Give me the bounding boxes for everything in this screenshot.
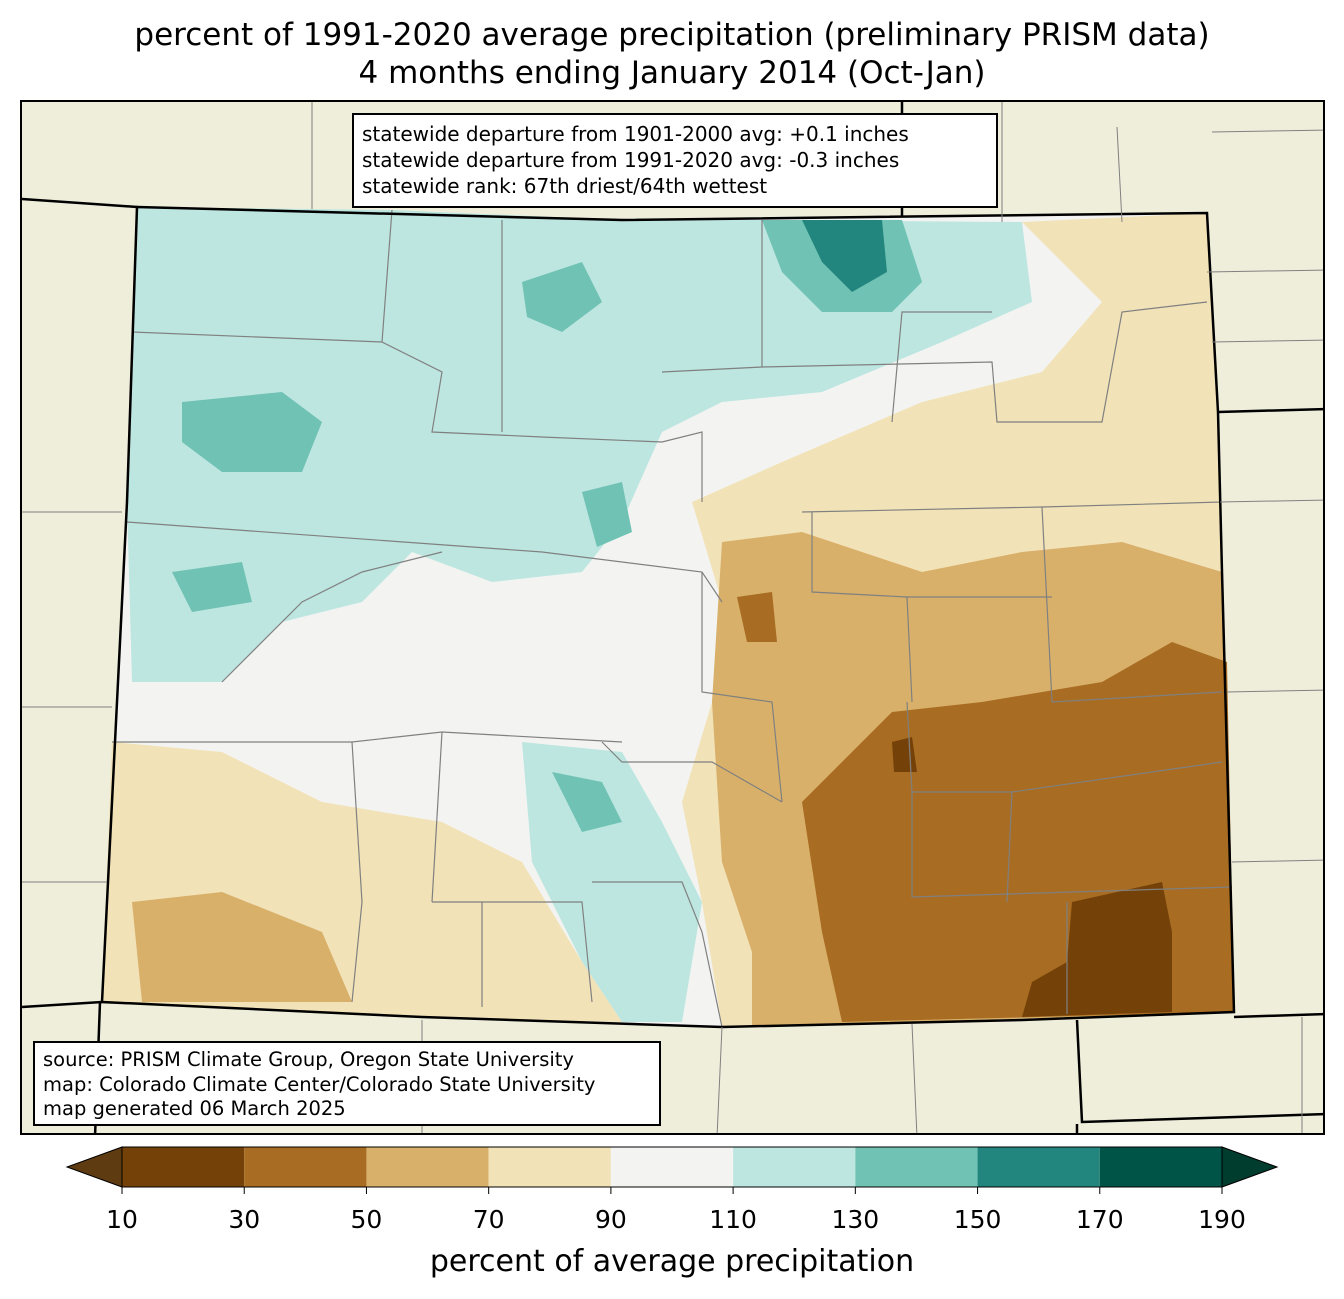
colorbar-segment-150-170 <box>977 1147 1100 1187</box>
colorbar-segment-70-90 <box>488 1147 611 1187</box>
stats-line-1901-2000: statewide departure from 1901-2000 avg: … <box>362 122 909 146</box>
source-line-prism: source: PRISM Climate Group, Oregon Stat… <box>43 1048 574 1071</box>
colorbar-segment-30-50 <box>244 1147 367 1187</box>
wet-patch-nw-2 <box>522 262 602 332</box>
map-canvas <box>22 102 1323 1133</box>
southeast-driest-core <box>1022 882 1172 1017</box>
wet-patch-nw-1 <box>182 392 322 472</box>
colorbar-tick-label: 190 <box>1198 1205 1246 1234</box>
nw-wet-region <box>127 207 1032 682</box>
colorbar-segment-90-110 <box>610 1147 734 1187</box>
colorbar-tick-label: 130 <box>831 1205 880 1234</box>
statewide-stats-box: statewide departure from 1901-2000 avg: … <box>352 113 998 208</box>
colorbar-outline <box>121 1146 1223 1188</box>
source-box: source: PRISM Climate Group, Oregon Stat… <box>33 1041 661 1126</box>
colorbar-tick-label: 90 <box>594 1205 627 1234</box>
neighbor-county-lines <box>22 102 1323 1133</box>
colorbar-label: percent of average precipitation <box>429 1244 915 1279</box>
colorbar-tick-label: 110 <box>709 1205 757 1234</box>
colorbar-segment-170-190 <box>1099 1147 1222 1187</box>
colorbar <box>65 1146 1279 1194</box>
colorbar-segment-10-30 <box>122 1147 245 1187</box>
map-title-line2: 4 months ending January 2014 (Oct-Jan) <box>358 55 986 91</box>
colorbar-extend-high <box>1221 1146 1279 1188</box>
colorbar-segment-50-70 <box>366 1147 489 1187</box>
colorbar-tick-label: 30 <box>228 1205 261 1234</box>
colorbar-extend-low <box>65 1146 123 1188</box>
precipitation-map: statewide departure from 1901-2000 avg: … <box>20 100 1325 1135</box>
west-dry-spot <box>737 592 777 642</box>
wet-patch-nw-3 <box>172 562 252 612</box>
county-lines <box>112 209 1233 1028</box>
colorbar-segment-110-130 <box>733 1147 856 1187</box>
stats-line-1991-2020: statewide departure from 1991-2020 avg: … <box>362 148 900 172</box>
map-title-line1: percent of 1991-2020 average precipitati… <box>134 17 1210 53</box>
source-line-generated: map generated 06 March 2025 <box>43 1097 346 1120</box>
wet-patch-north-core <box>802 220 887 292</box>
colorbar-segment-130-150 <box>855 1147 978 1187</box>
source-line-map: map: Colorado Climate Center/Colorado St… <box>43 1072 596 1096</box>
san-luis-wet-core <box>552 772 622 832</box>
stats-line-rank: statewide rank: 67th driest/64th wettest <box>362 174 768 198</box>
sw-dry-core <box>132 892 352 1002</box>
colorbar-tick-label: 150 <box>953 1205 1002 1234</box>
wet-patch-central <box>582 482 632 547</box>
colorbar-tick-label: 50 <box>350 1205 383 1234</box>
colorbar-tick-label: 70 <box>472 1205 505 1234</box>
colorbar-tick-label: 10 <box>106 1205 138 1234</box>
colorbar-tick-label: 170 <box>1075 1205 1124 1234</box>
colorado-boundary <box>100 205 1236 1029</box>
